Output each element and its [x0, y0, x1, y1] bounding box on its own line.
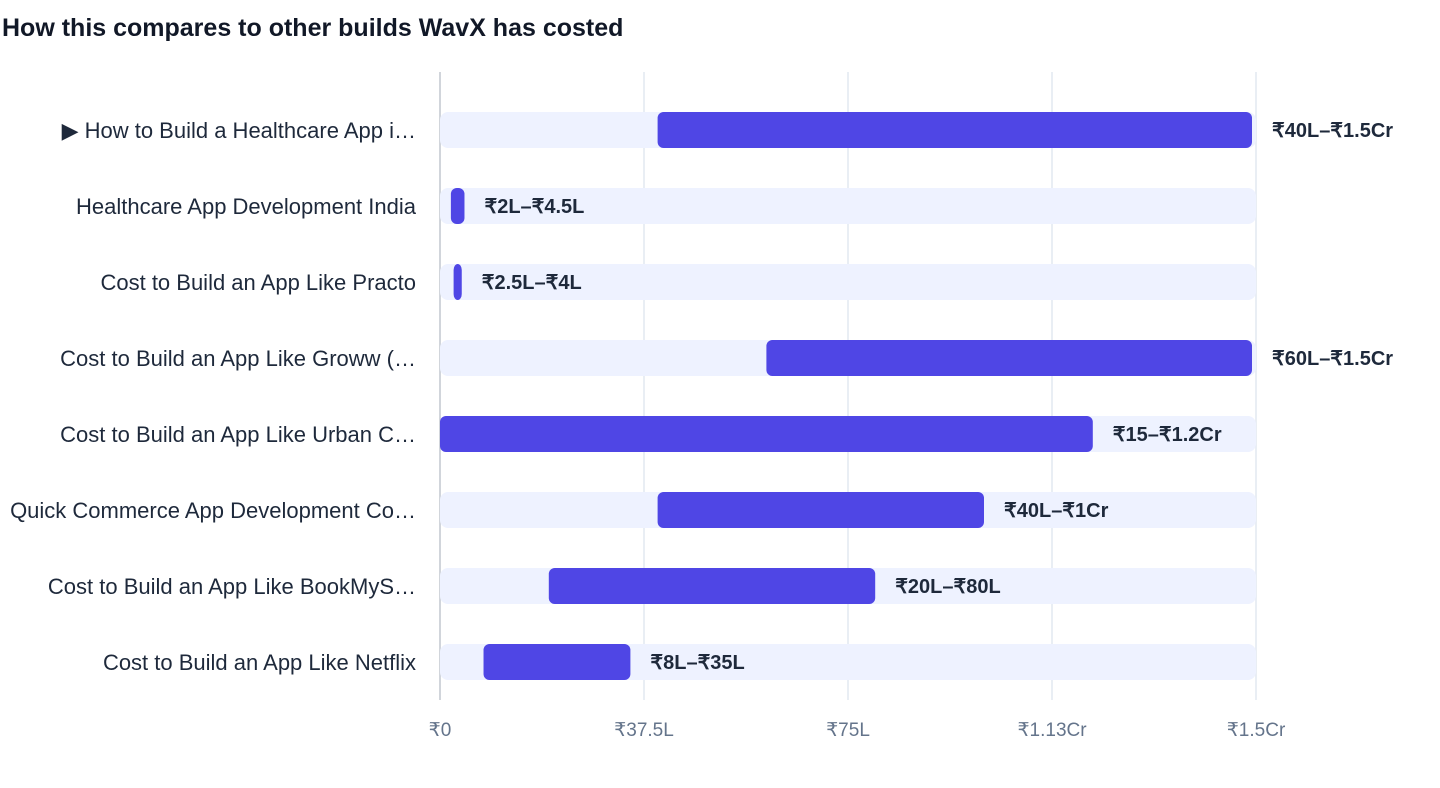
x-tick-label: ₹75L — [826, 720, 870, 741]
bar-track — [440, 644, 1256, 680]
category-label: Healthcare App Development India — [76, 194, 417, 219]
range-bar — [483, 644, 631, 680]
data-label: ₹40L–₹1.5Cr — [1272, 120, 1393, 142]
range-bar — [548, 568, 876, 604]
range-bar — [766, 340, 1252, 376]
data-label: ₹15–₹1.2Cr — [1113, 424, 1222, 446]
data-label: ₹2L–₹4.5L — [484, 196, 584, 218]
data-label: ₹8L–₹35L — [650, 652, 744, 674]
x-tick-label: ₹1.13Cr — [1017, 720, 1087, 741]
range-bar — [657, 492, 984, 528]
data-label: ₹40L–₹1Cr — [1004, 500, 1109, 522]
data-label: ₹20L–₹80L — [895, 576, 1001, 598]
category-label: Cost to Build an App Like Netflix — [103, 650, 416, 675]
category-label: ▶ How to Build a Healthcare App i… — [62, 118, 416, 143]
range-bar — [440, 416, 1093, 452]
data-label: ₹60L–₹1.5Cr — [1272, 348, 1393, 370]
chart-title: How this compares to other builds WavX h… — [2, 14, 624, 42]
x-tick-label: ₹37.5L — [614, 720, 674, 741]
range-bar — [450, 188, 465, 224]
data-label: ₹2.5L–₹4L — [482, 272, 582, 294]
range-bar — [657, 112, 1252, 148]
category-label: Cost to Build an App Like Groww (… — [60, 346, 416, 371]
x-tick-label: ₹0 — [429, 720, 452, 741]
category-label: Cost to Build an App Like Practo — [100, 270, 416, 295]
x-tick-label: ₹1.5Cr — [1227, 720, 1286, 741]
category-label: Quick Commerce App Development Co… — [10, 498, 416, 523]
bar-track — [440, 188, 1256, 224]
category-label: Cost to Build an App Like Urban C… — [60, 422, 416, 447]
range-bar — [453, 264, 462, 300]
category-label: Cost to Build an App Like BookMyS… — [48, 574, 416, 599]
bar-track — [440, 264, 1256, 300]
